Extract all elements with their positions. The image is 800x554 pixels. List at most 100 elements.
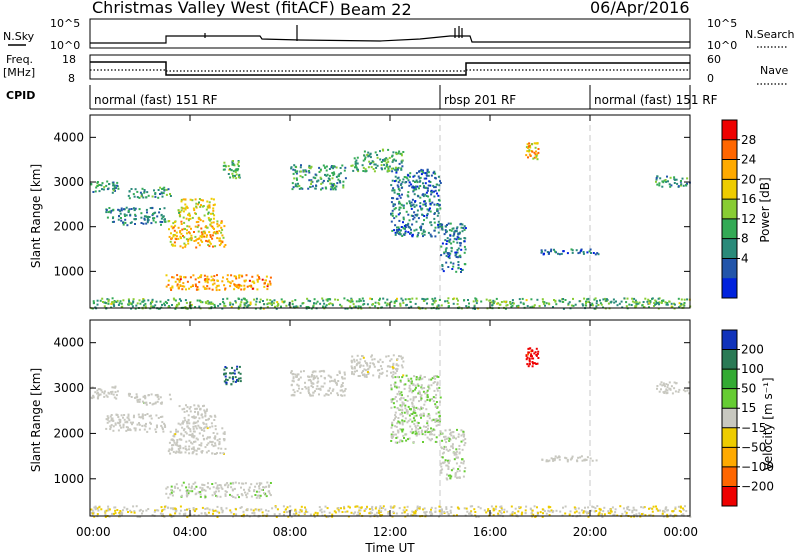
data-point <box>651 507 654 510</box>
data-point <box>183 428 186 431</box>
power-scatter <box>90 115 692 310</box>
data-point <box>397 166 400 169</box>
data-point <box>214 435 217 438</box>
data-point <box>366 363 369 366</box>
data-point <box>268 280 271 283</box>
data-point <box>426 422 429 425</box>
data-point <box>392 354 395 357</box>
data-point <box>374 163 377 166</box>
data-point <box>407 438 409 441</box>
data-point <box>198 305 201 308</box>
data-point <box>197 420 199 423</box>
data-point <box>237 283 240 286</box>
data-point <box>173 229 176 232</box>
data-point <box>596 505 599 508</box>
data-point <box>555 509 558 512</box>
data-point <box>362 303 365 306</box>
data-point <box>633 508 636 511</box>
data-point <box>212 486 215 489</box>
data-point <box>436 383 439 386</box>
data-point <box>413 408 415 411</box>
data-point <box>680 298 683 301</box>
data-point <box>97 395 100 398</box>
data-point <box>427 384 430 387</box>
data-point <box>423 200 426 203</box>
data-point <box>391 209 394 212</box>
data-point <box>209 224 212 227</box>
data-point <box>298 187 301 190</box>
data-point <box>410 207 413 210</box>
data-point <box>161 221 164 223</box>
x-tick-label: 04:00 <box>173 525 208 539</box>
data-point <box>413 174 416 177</box>
data-point <box>206 240 209 243</box>
data-point <box>461 230 464 233</box>
data-point <box>204 301 207 304</box>
data-point <box>394 385 397 388</box>
data-point <box>200 236 203 239</box>
data-point <box>178 449 181 452</box>
data-point <box>655 505 657 508</box>
data-point <box>145 403 148 406</box>
data-point <box>587 515 590 518</box>
data-point <box>398 206 401 209</box>
data-point <box>378 372 381 375</box>
data-point <box>396 375 399 378</box>
data-point <box>625 514 628 517</box>
data-point <box>312 305 315 308</box>
data-point <box>159 396 162 399</box>
data-point <box>325 304 328 307</box>
data-point <box>558 253 561 256</box>
data-point <box>439 207 442 210</box>
data-point <box>304 169 307 172</box>
data-point <box>190 237 193 240</box>
data-point <box>426 389 429 392</box>
data-point <box>176 441 179 444</box>
data-point <box>206 427 209 430</box>
data-point <box>326 299 329 302</box>
data-point <box>447 462 450 465</box>
data-point <box>398 355 400 358</box>
data-point <box>117 304 120 306</box>
data-point <box>419 391 421 394</box>
data-point <box>463 240 466 243</box>
data-point <box>635 509 638 512</box>
data-point <box>116 390 119 393</box>
x-tick-label: 20:00 <box>573 525 608 539</box>
data-point <box>402 428 405 431</box>
data-point <box>529 146 532 149</box>
data-point <box>95 186 98 189</box>
data-point <box>290 166 293 169</box>
data-point <box>449 477 452 480</box>
data-point <box>114 386 117 389</box>
data-point <box>212 245 214 248</box>
data-point <box>127 298 130 301</box>
data-point <box>245 496 248 499</box>
data-point <box>295 172 298 175</box>
data-point <box>270 303 273 306</box>
data-point <box>126 416 129 419</box>
data-point <box>170 485 173 488</box>
data-point <box>194 440 197 443</box>
colorbar-tick-label: 24 <box>741 153 756 167</box>
data-point <box>203 278 206 281</box>
data-point <box>455 253 458 256</box>
data-point <box>204 495 207 498</box>
data-point <box>444 438 446 441</box>
data-point <box>179 230 182 232</box>
data-point <box>425 396 428 399</box>
data-point <box>385 157 388 160</box>
data-point <box>437 376 440 378</box>
data-point <box>420 378 423 381</box>
data-point <box>389 365 392 368</box>
data-point <box>221 307 224 310</box>
data-point <box>246 492 249 495</box>
colorbar-segment <box>722 466 737 487</box>
data-point <box>394 414 397 417</box>
data-point <box>430 506 433 509</box>
data-point <box>299 170 302 173</box>
data-point <box>300 505 303 508</box>
data-point <box>635 304 638 307</box>
data-point <box>150 393 153 396</box>
